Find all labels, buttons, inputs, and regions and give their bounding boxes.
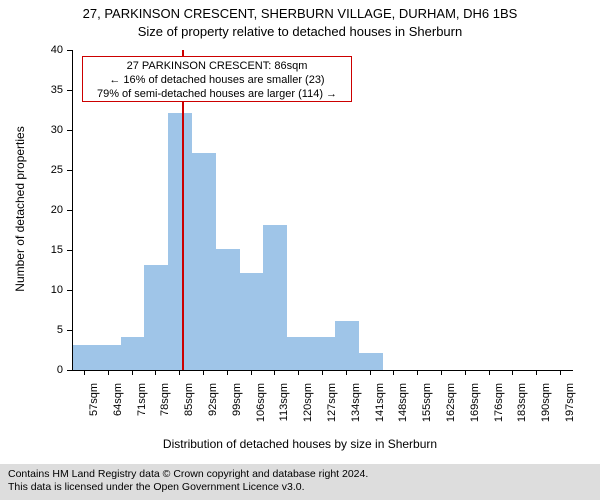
x-tick-label: 120sqm [302,383,314,443]
footer-line-1: Contains HM Land Registry data © Crown c… [8,468,592,481]
x-tick [227,370,228,375]
x-tick-label: 71sqm [136,383,148,443]
x-tick [322,370,323,375]
x-tick [346,370,347,375]
histogram-bar [168,113,192,370]
histogram-bar [97,345,121,370]
x-tick-label: 106sqm [255,383,267,443]
x-tick [298,370,299,375]
x-tick [441,370,442,375]
histogram-bar [192,153,216,370]
x-tick-label: 176sqm [493,383,505,443]
x-tick-label: 78sqm [159,383,171,443]
attribution-footer: Contains HM Land Registry data © Crown c… [0,464,600,500]
x-tick-label: 190sqm [540,383,552,443]
histogram-bar [73,345,97,370]
y-tick [67,50,72,51]
x-tick-label: 183sqm [516,383,528,443]
chart-supertitle: 27, PARKINSON CRESCENT, SHERBURN VILLAGE… [0,6,600,21]
y-tick-label: 25 [0,164,63,176]
x-tick [489,370,490,375]
annotation-line-1: 27 PARKINSON CRESCENT: 86sqm [89,59,345,73]
x-tick [179,370,180,375]
annotation-box: 27 PARKINSON CRESCENT: 86sqm ← 16% of de… [82,56,352,102]
histogram-bar [335,321,359,370]
x-tick [465,370,466,375]
y-tick-label: 20 [0,204,63,216]
histogram-bar [240,273,264,370]
x-tick-label: 57sqm [88,383,100,443]
x-tick-label: 162sqm [445,383,457,443]
y-tick [67,250,72,251]
x-tick-label: 127sqm [326,383,338,443]
x-tick-label: 197sqm [564,383,576,443]
histogram-bar [216,249,240,370]
x-tick [370,370,371,375]
x-tick [393,370,394,375]
x-tick [512,370,513,375]
y-tick [67,130,72,131]
y-tick [67,330,72,331]
histogram-bar [263,225,287,370]
x-tick-label: 64sqm [112,383,124,443]
x-tick [560,370,561,375]
histogram-bar [121,337,145,370]
x-tick [274,370,275,375]
y-tick-label: 10 [0,284,63,296]
y-tick-label: 5 [0,324,63,336]
x-tick [417,370,418,375]
x-tick-label: 134sqm [350,383,362,443]
y-tick-label: 30 [0,124,63,136]
x-tick-label: 85sqm [183,383,195,443]
x-tick-label: 99sqm [231,383,243,443]
chart-subtitle: Size of property relative to detached ho… [0,24,600,39]
histogram-bar [144,265,168,370]
x-tick [108,370,109,375]
y-tick-label: 40 [0,44,63,56]
x-tick-label: 155sqm [421,383,433,443]
y-tick [67,170,72,171]
y-tick [67,210,72,211]
y-tick [67,370,72,371]
x-tick [155,370,156,375]
histogram-bar [287,337,311,370]
x-tick [536,370,537,375]
annotation-line-2: ← 16% of detached houses are smaller (23… [89,73,345,87]
x-tick [84,370,85,375]
histogram-bar [311,337,335,370]
x-tick-label: 141sqm [374,383,386,443]
y-tick-label: 0 [0,364,63,376]
x-tick-label: 169sqm [469,383,481,443]
x-tick [251,370,252,375]
y-tick [67,290,72,291]
footer-line-2: This data is licensed under the Open Gov… [8,481,592,494]
x-tick-label: 92sqm [207,383,219,443]
x-tick-label: 148sqm [397,383,409,443]
y-tick-label: 15 [0,244,63,256]
x-tick-label: 113sqm [278,383,290,443]
y-tick [67,90,72,91]
annotation-line-3: 79% of semi-detached houses are larger (… [89,87,345,101]
x-tick [203,370,204,375]
chart-container: { "layout": { "width": 600, "height": 50… [0,0,600,500]
histogram-bar [359,353,383,370]
x-tick [132,370,133,375]
y-tick-label: 35 [0,84,63,96]
